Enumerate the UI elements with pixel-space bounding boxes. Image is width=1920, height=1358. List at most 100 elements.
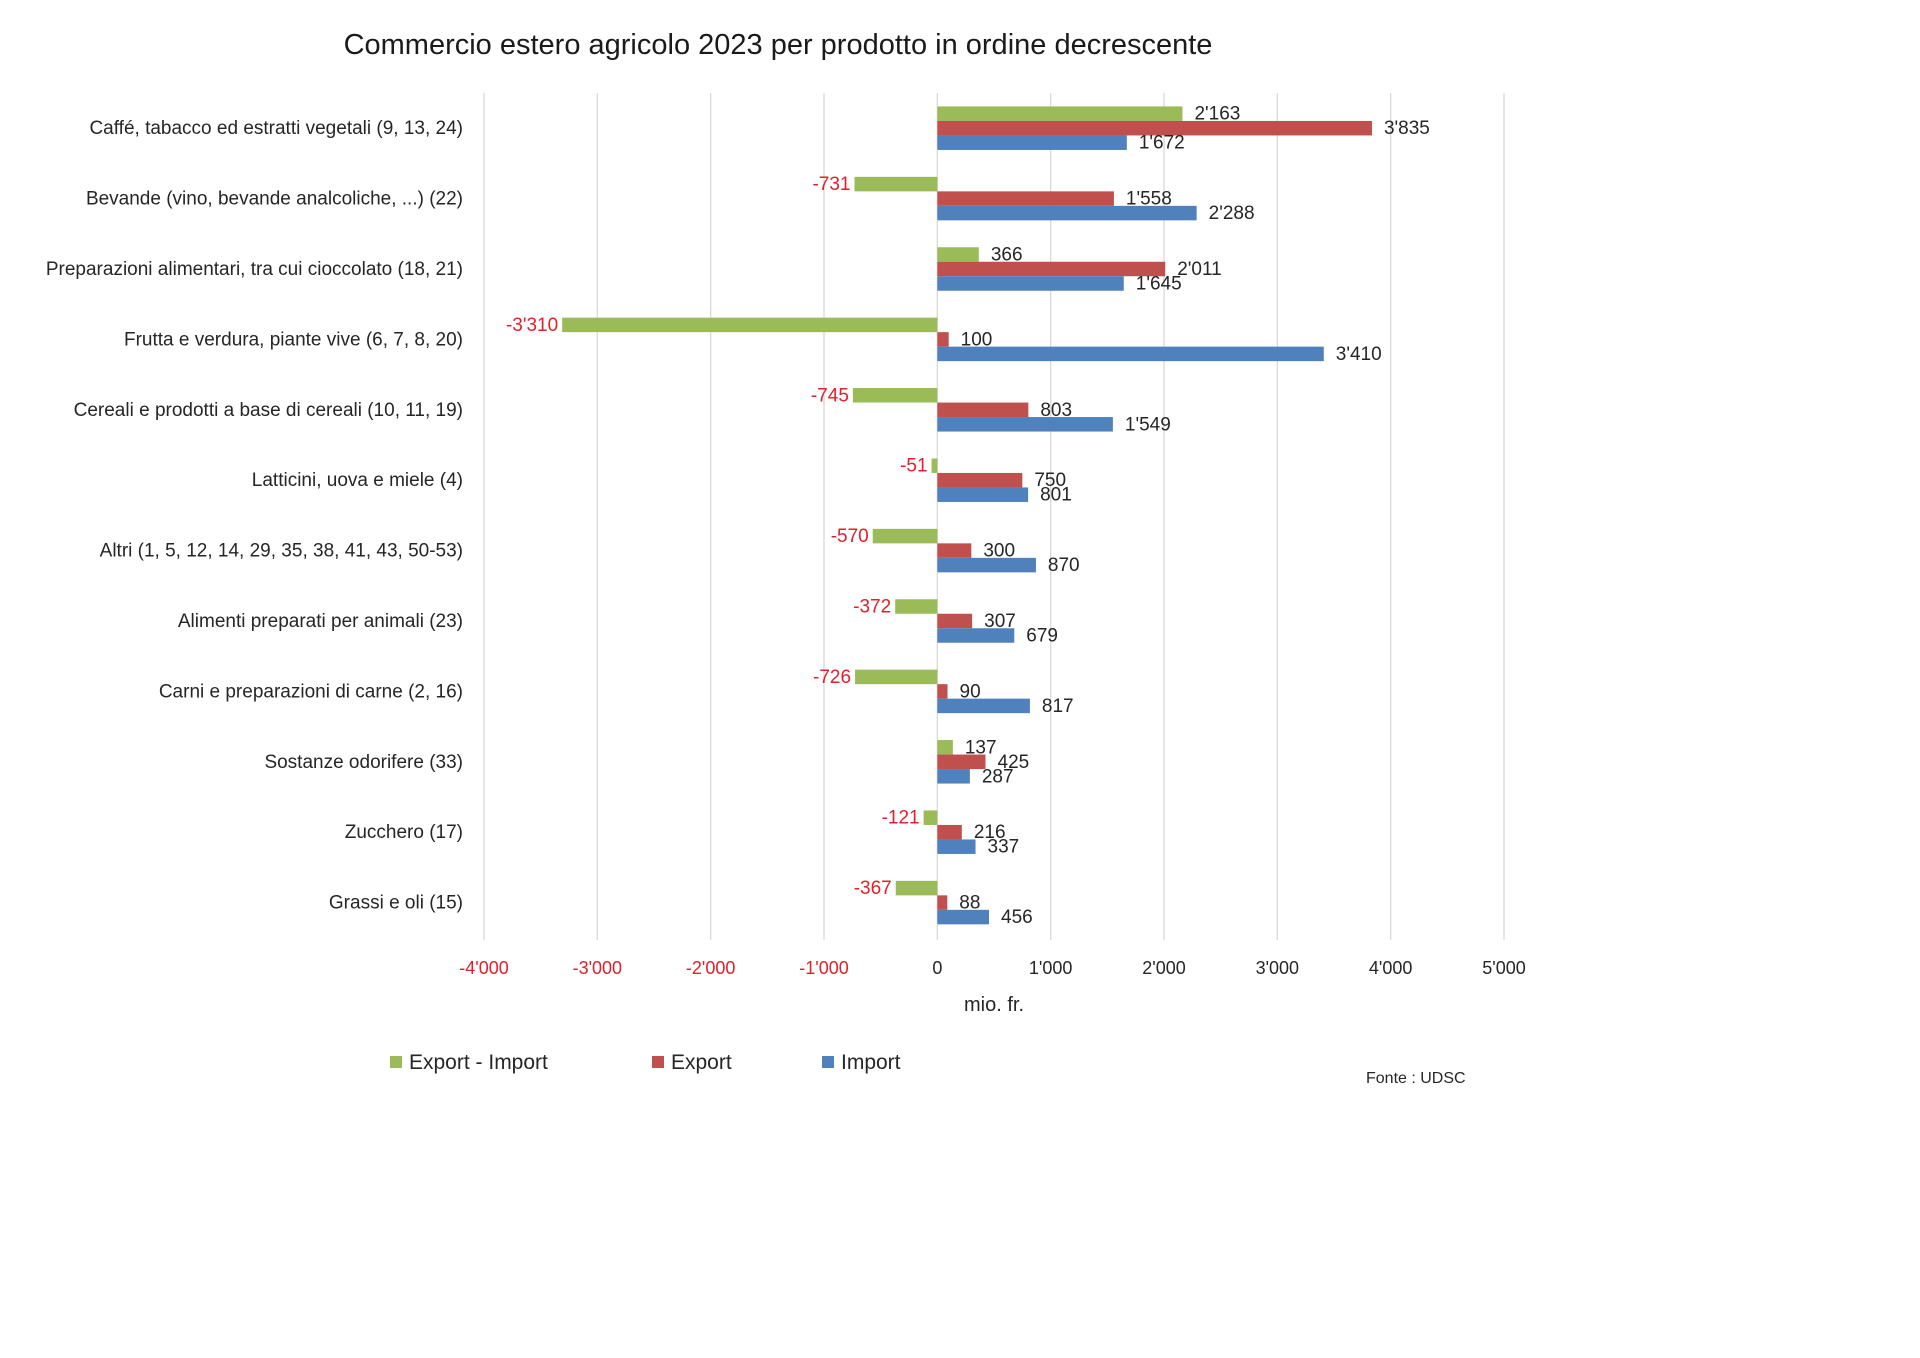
value-label-export: 2'011 — [1177, 259, 1222, 280]
legend-label-diff: Export - Import — [409, 1051, 548, 1074]
x-axis-title: mio. fr. — [964, 994, 1024, 1016]
category-label: Preparazioni alimentari, tra cui cioccol… — [46, 259, 463, 280]
bar-export — [937, 402, 1029, 418]
value-label-import: 337 — [988, 837, 1020, 858]
bar-export — [937, 895, 948, 910]
bar-import — [937, 909, 990, 925]
bar-import — [937, 205, 1197, 221]
bar-import — [937, 628, 1015, 643]
bar-export — [937, 824, 962, 840]
legend-swatch-diff — [390, 1056, 402, 1068]
source-note: Fonte : UDSC — [1366, 1070, 1466, 1087]
bar-import — [937, 769, 970, 784]
bar-diff — [895, 599, 938, 614]
bar-diff — [937, 247, 979, 262]
value-label-diff: -3'310 — [506, 315, 558, 336]
category-label: Carni e preparazioni di carne (2, 16) — [159, 681, 463, 702]
bar-import — [937, 839, 976, 854]
value-label-diff: -570 — [831, 526, 869, 547]
value-label-diff: 137 — [965, 737, 997, 758]
value-label-diff: -726 — [813, 667, 851, 688]
x-tick-label: 1'000 — [1029, 958, 1072, 978]
value-label-import: 1'645 — [1136, 274, 1182, 295]
category-label: Alimenti preparati per animali (23) — [178, 611, 463, 632]
bar-export — [937, 543, 972, 558]
category-label: Altri (1, 5, 12, 14, 29, 35, 38, 41, 43,… — [100, 541, 463, 562]
bar-export — [937, 332, 949, 347]
category-label: Bevande (vino, bevande analcoliche, ...)… — [86, 189, 463, 210]
legend-swatch-export — [652, 1056, 664, 1068]
bars-layer: 2'163 3'835 1'672 -731 1'558 2'288 366 2'0111'6… — [506, 104, 1430, 928]
x-tick-label: -3'000 — [573, 958, 622, 978]
category-label: Frutta e verdura, piante vive (6, 7, 8, … — [124, 329, 463, 350]
value-label-import: 3'410 — [1336, 344, 1382, 365]
category-label: Latticini, uova e miele (4) — [252, 470, 463, 491]
bar-export — [937, 191, 1114, 206]
category-label: Grassi e oli (15) — [329, 893, 463, 914]
x-tick-label: 4'000 — [1369, 958, 1412, 978]
bar-diff — [854, 176, 938, 192]
bar-diff — [852, 388, 938, 403]
value-label-export: 425 — [998, 752, 1030, 773]
value-label-export: 300 — [983, 541, 1015, 562]
bar-diff — [937, 106, 1183, 121]
bar-import — [937, 417, 1113, 432]
x-tick-label: 3'000 — [1256, 958, 1299, 978]
bar-diff — [923, 810, 938, 825]
bar-export — [937, 120, 1372, 136]
bar-diff — [931, 458, 938, 473]
chart-container: Commercio estero agricolo 2023 per prodo… — [46, 29, 1526, 1087]
bar-export — [937, 684, 948, 699]
value-label-import: 287 — [982, 766, 1014, 787]
x-tick-label: 2'000 — [1142, 958, 1185, 978]
x-tick-label: -4'000 — [459, 958, 508, 978]
category-label: Cereali e prodotti a base di cereali (10… — [74, 400, 463, 421]
value-label-export: 1'558 — [1126, 189, 1172, 210]
value-label-export: 216 — [974, 822, 1006, 843]
value-label-diff: -372 — [853, 597, 891, 618]
value-label-import: 1'672 — [1139, 133, 1185, 154]
value-label-diff: -121 — [882, 808, 920, 829]
grid-layer — [483, 93, 1505, 940]
value-label-diff: -51 — [900, 456, 927, 477]
category-label: Zucchero (17) — [345, 822, 463, 843]
bar-export — [937, 613, 973, 629]
value-label-diff: -745 — [811, 385, 849, 406]
legend-label-import: Import — [841, 1051, 901, 1074]
value-label-diff: 2'163 — [1194, 104, 1240, 125]
bar-import — [937, 698, 1030, 714]
legend-swatch-import — [822, 1056, 834, 1068]
value-label-export: 803 — [1040, 400, 1072, 421]
value-label-diff: 366 — [991, 245, 1023, 266]
x-tick-label: -1'000 — [799, 958, 848, 978]
bar-diff — [895, 880, 938, 896]
agri-trade-bar-chart: Commercio estero agricolo 2023 per prodo… — [46, 29, 1526, 1087]
value-label-import: 817 — [1042, 696, 1074, 717]
category-label: Sostanze odorifere (33) — [264, 752, 463, 773]
value-label-export: 100 — [961, 329, 993, 350]
value-axis: -4'000 -3'000 -2'000 -1'000 0 1'000 2'000 3'000… — [459, 958, 1525, 978]
value-label-export: 307 — [984, 611, 1016, 632]
value-label-import: 1'549 — [1125, 414, 1171, 435]
bar-import — [937, 135, 1127, 150]
bar-import — [937, 346, 1324, 362]
bar-import — [937, 487, 1029, 502]
value-label-diff: -731 — [812, 174, 850, 195]
value-label-export: 750 — [1034, 470, 1066, 491]
category-axis: Caffé, tabacco ed estratti vegetali (9, … — [46, 118, 463, 913]
bar-diff — [562, 317, 938, 333]
value-label-import: 456 — [1001, 907, 1033, 928]
bar-import — [937, 557, 1036, 573]
legend: Export - Import Export Import — [390, 1051, 901, 1074]
bar-export — [937, 754, 986, 770]
bar-diff — [855, 669, 938, 685]
bar-diff — [872, 528, 938, 544]
category-label: Caffé, tabacco ed estratti vegetali (9, … — [89, 118, 463, 139]
value-label-export: 3'835 — [1384, 118, 1430, 139]
bar-export — [937, 261, 1166, 277]
x-tick-label: 0 — [932, 958, 942, 978]
x-tick-label: 5'000 — [1482, 958, 1525, 978]
bar-diff — [937, 740, 953, 755]
value-label-import: 870 — [1048, 555, 1080, 576]
bar-export — [937, 472, 1023, 488]
